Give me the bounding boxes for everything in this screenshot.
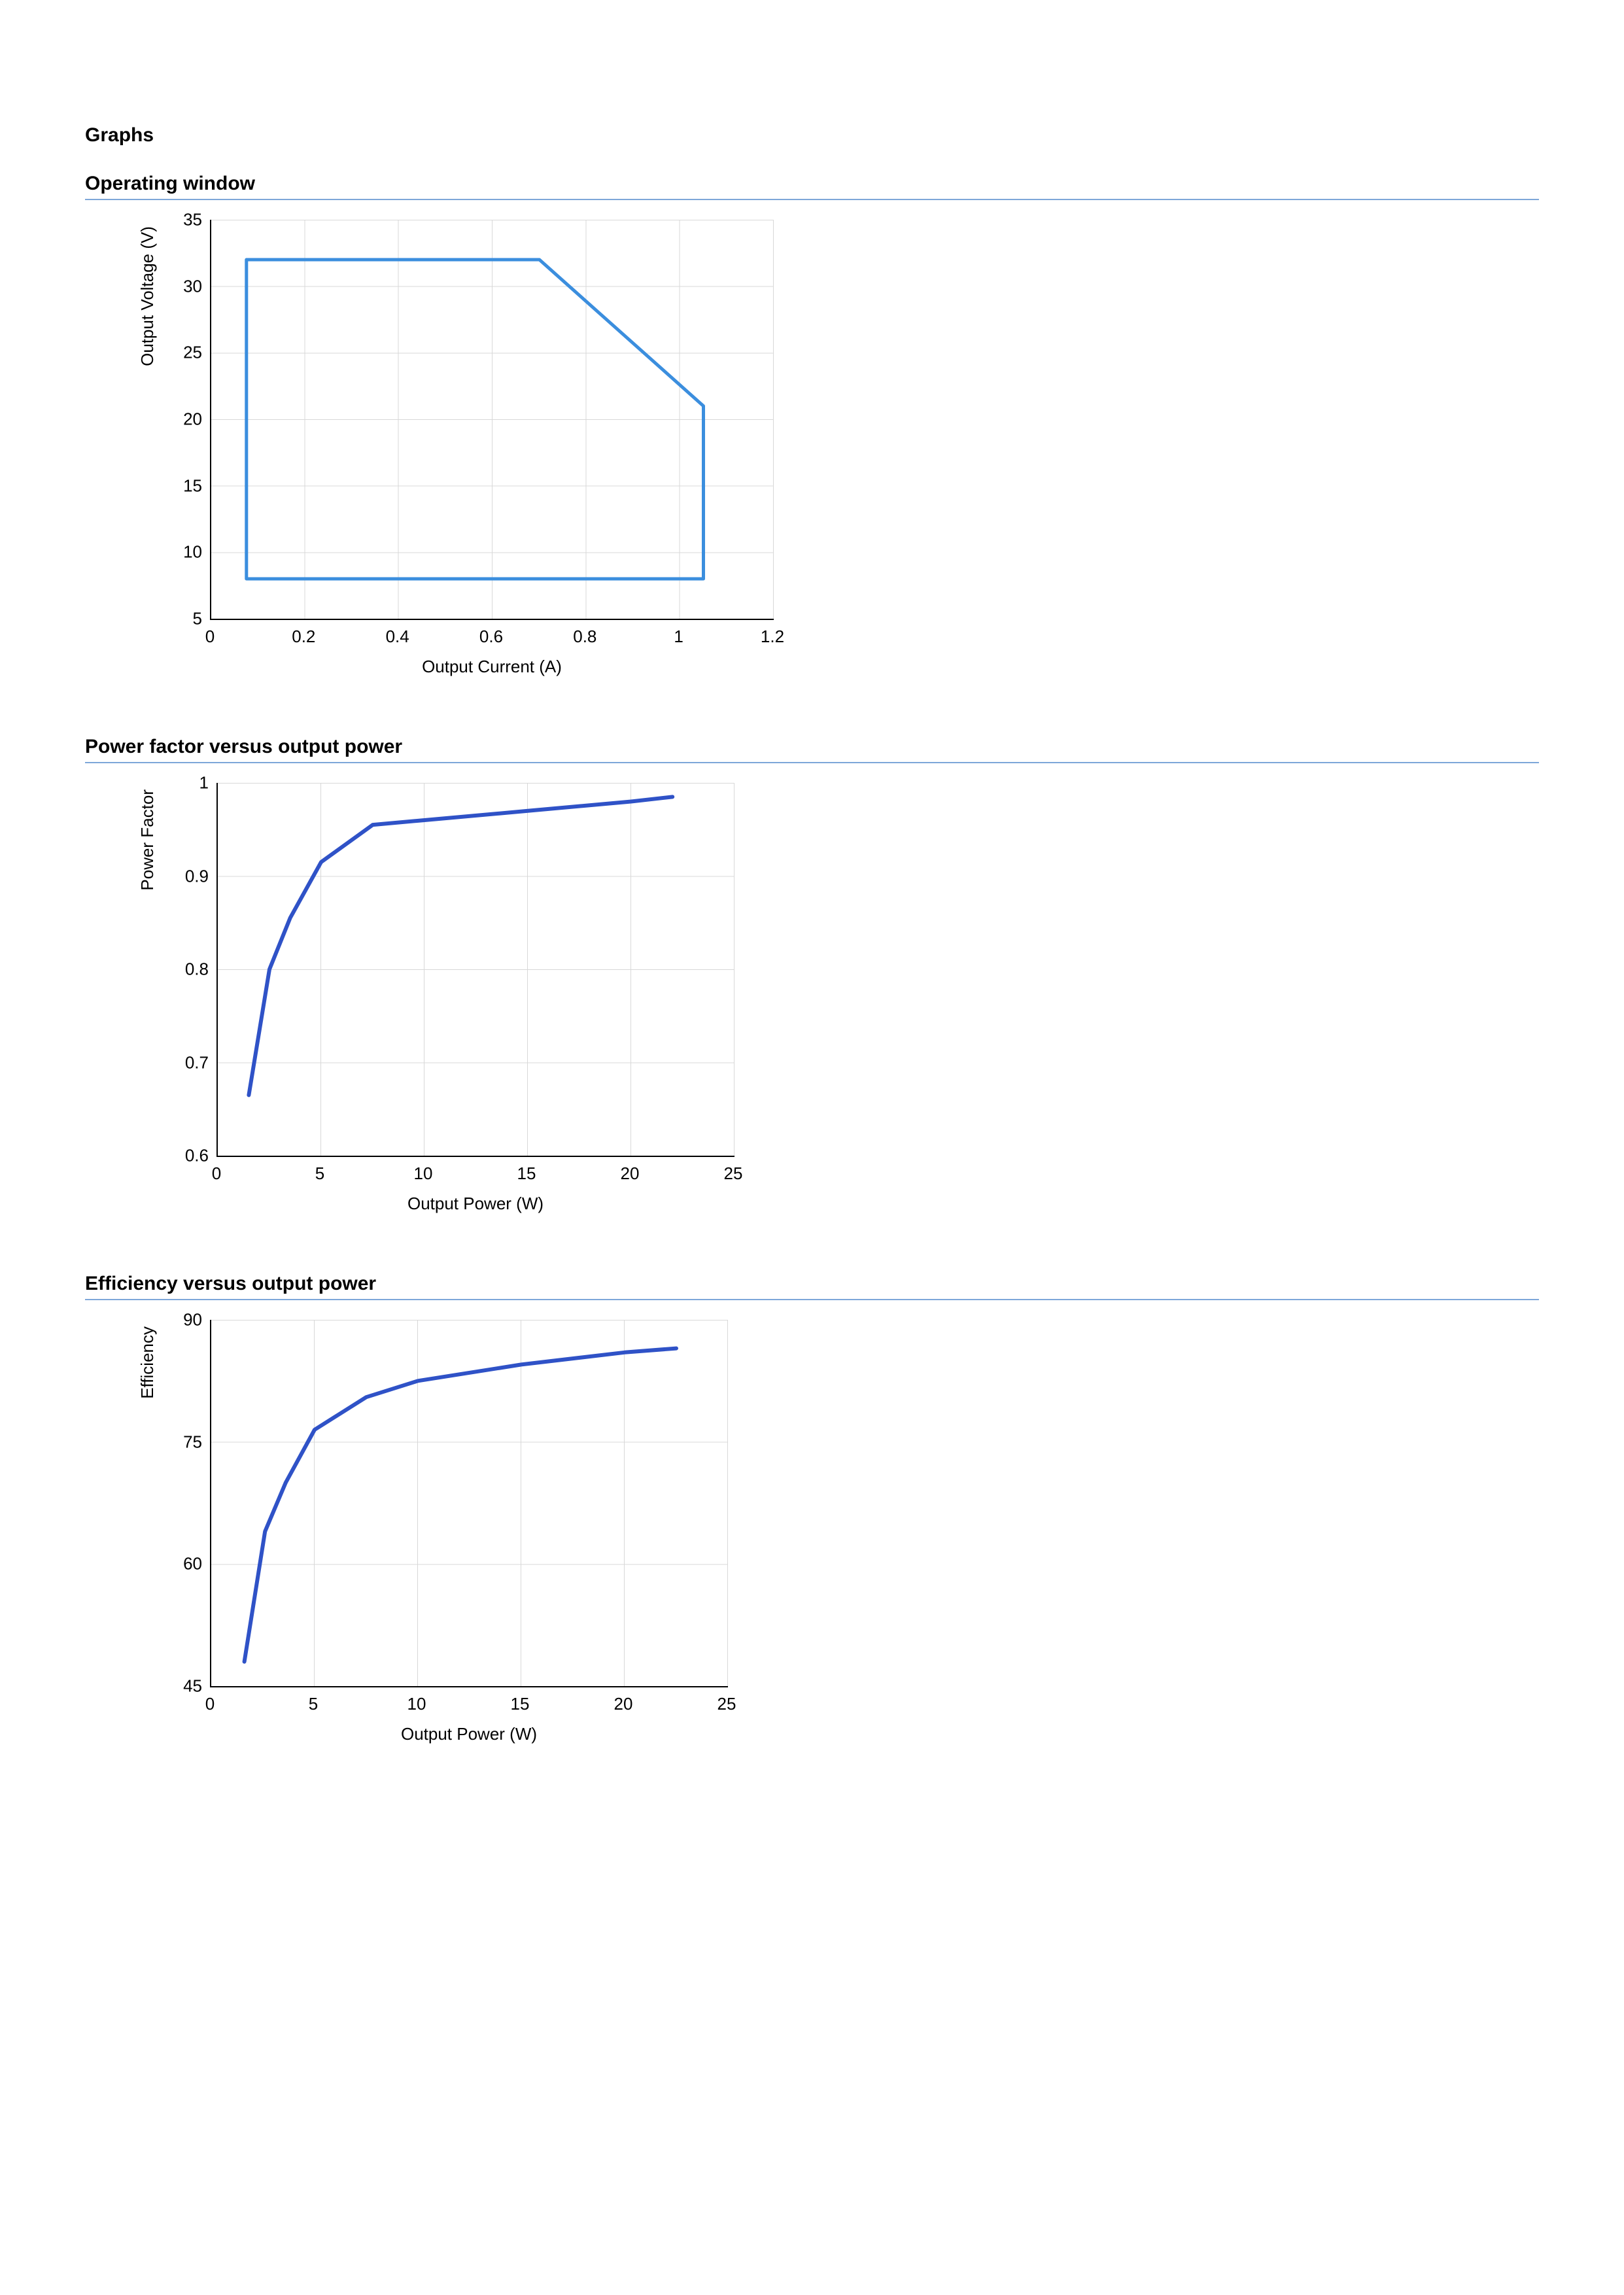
x-tick-label: 20	[621, 1164, 640, 1184]
x-tick-label: 1.2	[761, 627, 784, 647]
x-tick-label: 10	[407, 1694, 426, 1714]
chart-title: Efficiency versus output power	[85, 1273, 376, 1294]
chart-operating-window: Operating window Output Voltage (V) 35 30…	[85, 173, 1539, 677]
x-axis-label: Output Current (A)	[210, 657, 774, 677]
x-tick-label: 0.4	[386, 627, 409, 647]
x-tick-label: 5	[315, 1164, 324, 1184]
x-axis-label: Output Power (W)	[216, 1194, 734, 1214]
chart-line-svg	[211, 220, 774, 619]
y-tick-label: 0.8	[185, 959, 209, 980]
data-series-line	[245, 1349, 676, 1662]
chart-line-svg	[211, 1320, 728, 1686]
chart-inner: 3530252015105 00.20.40.60.811.2 Output C…	[171, 220, 774, 677]
y-tick-label: 1	[199, 773, 209, 793]
plot-row: 3530252015105	[171, 220, 774, 620]
plot-row: 10.90.80.70.6	[171, 783, 734, 1157]
x-tick-label: 0.6	[479, 627, 503, 647]
plot-area	[210, 220, 774, 620]
x-tick-label: 15	[511, 1694, 530, 1714]
chart-line-svg	[218, 783, 734, 1156]
plot-row: 90756045	[171, 1320, 728, 1687]
y-tick-label: 35	[183, 210, 202, 230]
x-tick-label: 5	[309, 1694, 318, 1714]
y-axis-label: Efficiency	[137, 1326, 158, 1399]
chart-title-row: Power factor versus output power	[85, 736, 1539, 763]
y-tick-label: 0.9	[185, 866, 209, 886]
x-tick-label: 25	[724, 1164, 743, 1184]
section-heading: Graphs	[85, 124, 1539, 147]
chart-title-row: Operating window	[85, 173, 1539, 200]
data-series-line	[247, 260, 704, 579]
chart-inner: 90756045 0510152025 Output Power (W)	[171, 1320, 728, 1744]
x-tick-label: 1	[674, 627, 683, 647]
chart-inner: 10.90.80.70.6 0510152025 Output Power (W…	[171, 783, 734, 1214]
chart-title-row: Efficiency versus output power	[85, 1273, 1539, 1300]
x-tick-label: 0	[205, 1694, 215, 1714]
chart-power-factor: Power factor versus output power Power F…	[85, 736, 1539, 1214]
x-axis-label: Output Power (W)	[210, 1724, 728, 1744]
x-tick-label: 10	[414, 1164, 433, 1184]
page: Graphs Operating window Output Voltage (…	[0, 0, 1624, 2295]
chart-body: Output Voltage (V) 3530252015105 00.20.4…	[137, 220, 1539, 677]
chart-body: Power Factor 10.90.80.70.6 0510152025 Ou…	[137, 783, 1539, 1214]
y-tick-label: 90	[183, 1310, 202, 1330]
chart-body: Efficiency 90756045 0510152025 Output Po…	[137, 1320, 1539, 1744]
x-tick-label: 25	[717, 1694, 736, 1714]
plot-area	[216, 783, 734, 1157]
y-tick-label: 0.7	[185, 1052, 209, 1073]
y-tick-label: 75	[183, 1432, 202, 1452]
y-tick-label: 0.6	[185, 1146, 209, 1166]
y-ticks: 90756045	[171, 1320, 210, 1686]
y-tick-label: 45	[183, 1676, 202, 1697]
y-tick-label: 25	[183, 343, 202, 363]
y-axis-label: Power Factor	[137, 789, 158, 891]
y-tick-label: 30	[183, 276, 202, 296]
y-ticks: 3530252015105	[171, 220, 210, 619]
x-tick-label: 0	[205, 627, 215, 647]
y-tick-label: 20	[183, 409, 202, 430]
x-ticks: 00.20.40.60.811.2	[210, 620, 772, 644]
y-tick-label: 5	[193, 609, 202, 629]
y-tick-label: 60	[183, 1554, 202, 1574]
plot-area	[210, 1320, 728, 1687]
chart-efficiency: Efficiency versus output power Efficienc…	[85, 1273, 1539, 1744]
chart-title: Operating window	[85, 173, 255, 194]
y-axis-label: Output Voltage (V)	[137, 226, 158, 366]
chart-title: Power factor versus output power	[85, 736, 402, 757]
y-ticks: 10.90.80.70.6	[171, 783, 216, 1156]
x-tick-label: 0.8	[573, 627, 596, 647]
x-ticks: 0510152025	[210, 1687, 727, 1711]
x-tick-label: 0	[212, 1164, 221, 1184]
x-tick-label: 15	[517, 1164, 536, 1184]
x-ticks: 0510152025	[216, 1157, 733, 1181]
x-tick-label: 0.2	[292, 627, 315, 647]
y-tick-label: 10	[183, 542, 202, 562]
y-tick-label: 15	[183, 475, 202, 496]
x-tick-label: 20	[614, 1694, 633, 1714]
data-series-line	[249, 797, 672, 1095]
